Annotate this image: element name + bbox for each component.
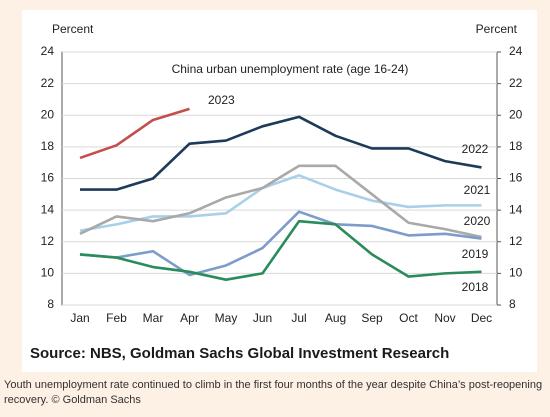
y2-tick-label: 8 [509,297,516,311]
x-tick-label: Dec [471,311,492,325]
y2-tick-label: 20 [509,107,523,121]
y-tick-label: 18 [41,139,55,153]
source: Source: NBS, Goldman Sachs Global Invest… [30,345,449,362]
y2-tick-label: 24 [509,44,523,58]
y2-tick-label: 10 [509,266,523,280]
series-line [79,107,190,160]
caption: Youth unemployment rate continued to cli… [4,379,543,406]
y2-axis-label: Percent [476,22,518,36]
chart-title: China urban unemployment rate (age 16-24… [172,62,409,76]
y2-tick-label: 16 [509,171,523,185]
y-axis-label: Percent [52,22,94,36]
x-tick-label: Mar [143,311,164,325]
chart: Percent Percent China urban unemployment… [22,10,537,372]
x-tick-label: Jun [253,311,272,325]
series-line [80,115,482,191]
series-label: 2021 [464,183,491,197]
x-tick-label: Nov [434,311,455,325]
chart-background [22,10,537,372]
series-label: 2019 [462,247,489,261]
y-tick-label: 12 [41,234,55,248]
y2-tick-label: 18 [509,139,523,153]
y-tick-label: 8 [47,297,54,311]
x-tick-label: Feb [106,311,127,325]
y2-tick-label: 22 [509,76,523,90]
series-line [79,210,482,277]
x-tick-label: Jul [291,311,306,325]
x-tick-label: Apr [180,311,199,325]
series-label: 2018 [462,280,489,294]
series-line [79,164,482,239]
x-tick-label: Sep [361,311,383,325]
series-line [79,174,482,232]
y2-tick-label: 12 [509,234,523,248]
series-line [79,219,482,281]
y-tick-label: 20 [41,107,55,121]
y-tick-label: 14 [41,202,55,216]
series-label: 2023 [208,93,235,107]
y-tick-label: 10 [41,266,55,280]
y-tick-label: 16 [41,171,55,185]
x-tick-label: Jan [70,311,89,325]
y-tick-label: 22 [41,76,55,90]
series-label: 2020 [464,214,491,228]
y-tick-label: 24 [41,44,55,58]
x-tick-label: May [215,311,238,325]
x-tick-label: Aug [325,311,346,325]
x-tick-label: Oct [399,311,418,325]
y2-tick-label: 14 [509,202,523,216]
series-label: 2022 [462,142,489,156]
